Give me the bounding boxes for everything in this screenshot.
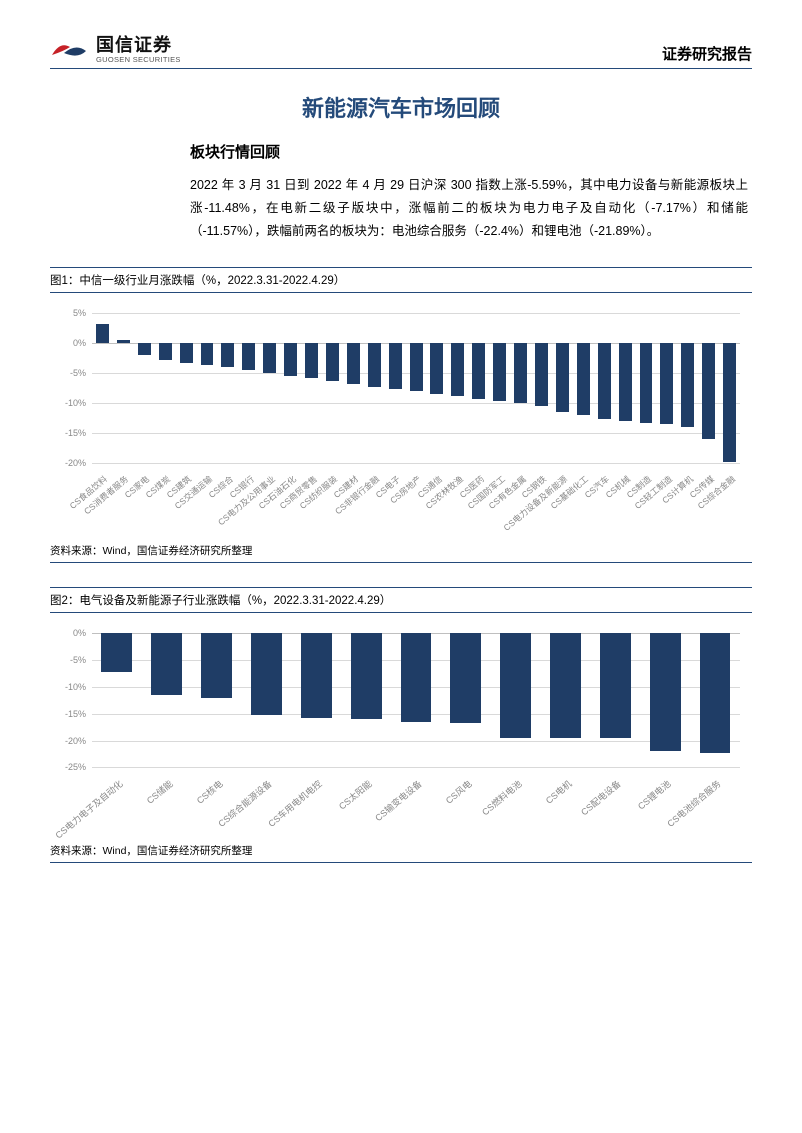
chart-bar (284, 343, 297, 375)
chart-bar (472, 343, 485, 398)
chart-bar (401, 633, 432, 721)
y-tick-label: -25% (50, 762, 86, 772)
chart-bar (700, 633, 731, 753)
figure-1-caption-bar: 图1：中信一级行业月涨跌幅（%，2022.3.31-2022.4.29） (50, 267, 752, 293)
chart-bar (96, 324, 109, 343)
y-tick-label: 0% (50, 338, 86, 348)
chart-bar (514, 343, 527, 403)
y-tick-label: -20% (50, 736, 86, 746)
chart-bar (650, 633, 681, 750)
chart-bar (600, 633, 631, 738)
company-name-zh: 国信证券 (96, 36, 181, 56)
chart-bar (500, 633, 531, 738)
chart-bar (598, 343, 611, 419)
chart-bar (410, 343, 423, 391)
figure-2-chart: 0% -5% -10% -15% -20% -25% CS电力电子及自动化 CS储能 CS核电… (50, 619, 752, 839)
company-logo-icon (50, 37, 88, 63)
chart-bar (326, 343, 339, 380)
company-logo-text: 国信证券 GUOSEN SECURITIES (96, 36, 181, 64)
chart-bar (201, 343, 214, 365)
chart-bar (556, 343, 569, 412)
section-paragraph: 2022 年 3 月 31 日到 2022 年 4 月 29 日沪深 300 指… (190, 174, 748, 243)
figure-1: 图1：中信一级行业月涨跌幅（%，2022.3.31-2022.4.29） 5% 0… (50, 267, 752, 563)
chart-bar (430, 343, 443, 393)
chart-bar (640, 343, 653, 422)
chart-bar (368, 343, 381, 386)
chart-bar (619, 343, 632, 421)
chart-bar (180, 343, 193, 362)
figure-1-source: 资料来源：Wind，国信证券经济研究所整理 (50, 539, 752, 563)
chart-bar (263, 343, 276, 373)
y-tick-label: -15% (50, 709, 86, 719)
chart-bar (201, 633, 232, 697)
company-logo-block: 国信证券 GUOSEN SECURITIES (50, 36, 181, 64)
y-tick-label: -20% (50, 458, 86, 468)
chart-bar (242, 343, 255, 369)
chart-bar (151, 633, 182, 695)
chart-bar (159, 343, 172, 360)
chart-bar (101, 633, 132, 671)
company-name-en: GUOSEN SECURITIES (96, 56, 181, 64)
figure-2-caption: 图2：电气设备及新能源子行业涨跌幅（%，2022.3.31-2022.4.29） (50, 595, 391, 607)
y-tick-label: -10% (50, 398, 86, 408)
chart-bar (723, 343, 736, 462)
y-tick-label: -15% (50, 428, 86, 438)
chart-bar (347, 343, 360, 384)
x-tick-label: CS电机 (542, 777, 574, 807)
x-tick-label: CS电力电子及自动化 (52, 777, 125, 841)
chart-bar (660, 343, 673, 424)
section-review: 板块行情回顾 2022 年 3 月 31 日到 2022 年 4 月 29 日沪… (50, 141, 752, 243)
x-tick-label: CS太阳能 (336, 777, 375, 812)
chart-bar (577, 343, 590, 415)
chart-bar (550, 633, 581, 738)
x-tick-label: CS锂电池 (635, 777, 674, 812)
page-title: 新能源汽车市场回顾 (50, 91, 752, 123)
chart-bar (535, 343, 548, 405)
chart-bar (221, 343, 234, 367)
figure-1-chart: 5%0%-5%-10%-15%-20% CS食品饮料CS消费者服务CS家电CS煤… (50, 299, 752, 539)
chart-bar (389, 343, 402, 389)
y-tick-label: -5% (50, 655, 86, 665)
chart-bar (450, 633, 481, 723)
figure-1-caption: 图1：中信一级行业月涨跌幅（%，2022.3.31-2022.4.29） (50, 275, 345, 287)
chart-bar (451, 343, 464, 396)
chart-bar (681, 343, 694, 427)
chart-bar (305, 343, 318, 378)
chart-bar (493, 343, 506, 401)
x-tick-label: CS储能 (143, 777, 175, 807)
x-tick-label: CS风电 (442, 777, 474, 807)
page-header: 国信证券 GUOSEN SECURITIES 证券研究报告 (50, 36, 752, 69)
chart-bar (351, 633, 382, 719)
chart-bar (138, 343, 151, 355)
y-tick-label: 0% (50, 628, 86, 638)
section-heading: 板块行情回顾 (190, 141, 748, 162)
figure-2-source: 资料来源：Wind，国信证券经济研究所整理 (50, 839, 752, 863)
chart-bar (702, 343, 715, 439)
chart-bar (251, 633, 282, 714)
chart-bar (301, 633, 332, 718)
chart-bar (117, 340, 130, 344)
figure-2-caption-bar: 图2：电气设备及新能源子行业涨跌幅（%，2022.3.31-2022.4.29） (50, 587, 752, 613)
x-tick-label: CS核电 (193, 777, 225, 807)
y-tick-label: -10% (50, 682, 86, 692)
y-tick-label: 5% (50, 308, 86, 318)
y-tick-label: -5% (50, 368, 86, 378)
report-type-label: 证券研究报告 (662, 43, 752, 64)
figure-2: 图2：电气设备及新能源子行业涨跌幅（%，2022.3.31-2022.4.29）… (50, 587, 752, 863)
